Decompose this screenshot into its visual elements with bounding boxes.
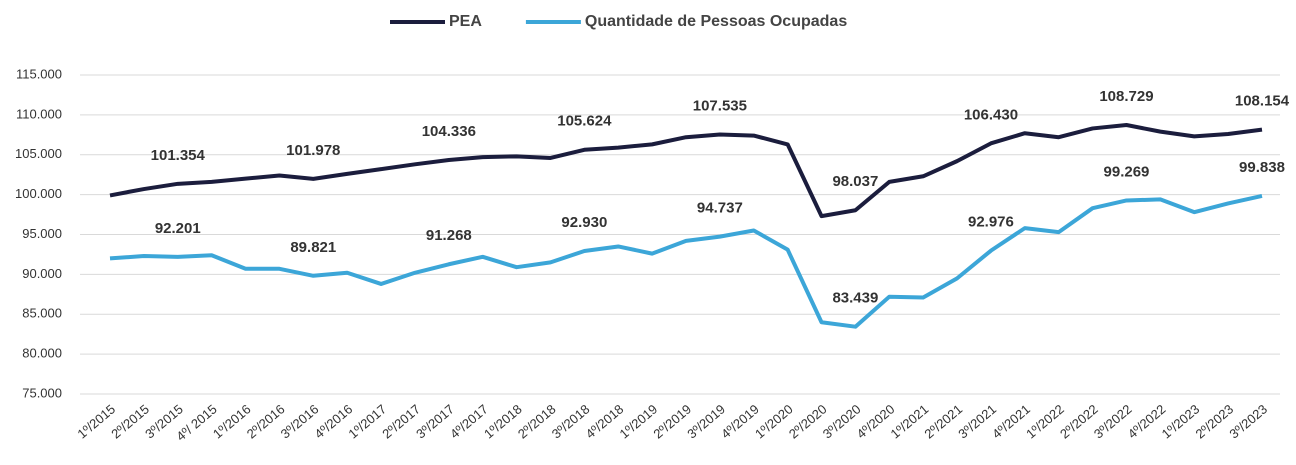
x-tick-label: 4º/2020 [854, 401, 898, 441]
data-label: 94.737 [697, 200, 743, 217]
data-label: 91.268 [426, 227, 472, 244]
x-tick-label: 2º/2023 [1193, 401, 1237, 441]
y-tick-label: 105.000 [15, 146, 62, 161]
data-label: 98.037 [832, 173, 878, 190]
y-tick-label: 80.000 [22, 346, 62, 361]
legend-label: Quantidade de Pessoas Ocupadas [585, 13, 847, 30]
x-tick-label: 4º/2019 [718, 401, 762, 441]
x-tick-label: 1º/2015 [74, 401, 118, 441]
x-tick-label: 3º/2023 [1226, 401, 1270, 441]
x-tick-label: 4º/2022 [1125, 401, 1169, 441]
y-tick-label: 100.000 [15, 186, 62, 201]
data-label: 92.201 [155, 220, 201, 237]
data-label: 99.269 [1104, 163, 1150, 180]
data-label: 92.930 [561, 214, 607, 231]
data-label: 105.624 [557, 113, 612, 130]
y-tick-label: 95.000 [22, 226, 62, 241]
data-label: 89.821 [290, 239, 336, 256]
x-tick-label: 2º/2022 [1057, 401, 1101, 441]
data-label: 108.729 [1099, 88, 1153, 105]
y-tick-label: 110.000 [16, 106, 62, 121]
data-label: 107.535 [693, 98, 747, 115]
x-tick-label: 2º/2020 [786, 401, 830, 441]
y-tick-label: 75.000 [22, 385, 62, 400]
data-label: 92.976 [968, 214, 1014, 231]
x-tick-label: 4º/2021 [989, 401, 1033, 441]
data-label: 83.439 [832, 290, 878, 307]
x-tick-label: 2º/2019 [650, 401, 694, 441]
series-line [109, 193, 1263, 329]
x-tick-label: 2º/2021 [921, 401, 965, 441]
x-tick-label: 3º/2016 [278, 401, 322, 441]
data-label: 101.978 [286, 142, 340, 159]
x-tick-label: 1º/2018 [481, 401, 525, 441]
series-line [109, 123, 1263, 219]
x-tick-label: 3º/2018 [549, 401, 593, 441]
y-tick-label: 90.000 [22, 266, 62, 281]
data-label: 108.154 [1235, 93, 1290, 110]
data-label: 99.838 [1239, 159, 1285, 176]
x-tick-label: 1º/2016 [210, 401, 254, 441]
legend-label: PEA [449, 13, 482, 30]
y-tick-label: 115.000 [16, 66, 62, 81]
data-label: 104.336 [422, 123, 476, 140]
x-tick-label: 1º/2019 [617, 401, 661, 441]
y-tick-label: 85.000 [22, 306, 62, 321]
data-label: 101.354 [151, 147, 206, 164]
x-tick-label: 3º/2017 [413, 401, 457, 441]
x-tick-label: 1º/2017 [345, 401, 389, 441]
data-label: 106.430 [964, 106, 1018, 123]
